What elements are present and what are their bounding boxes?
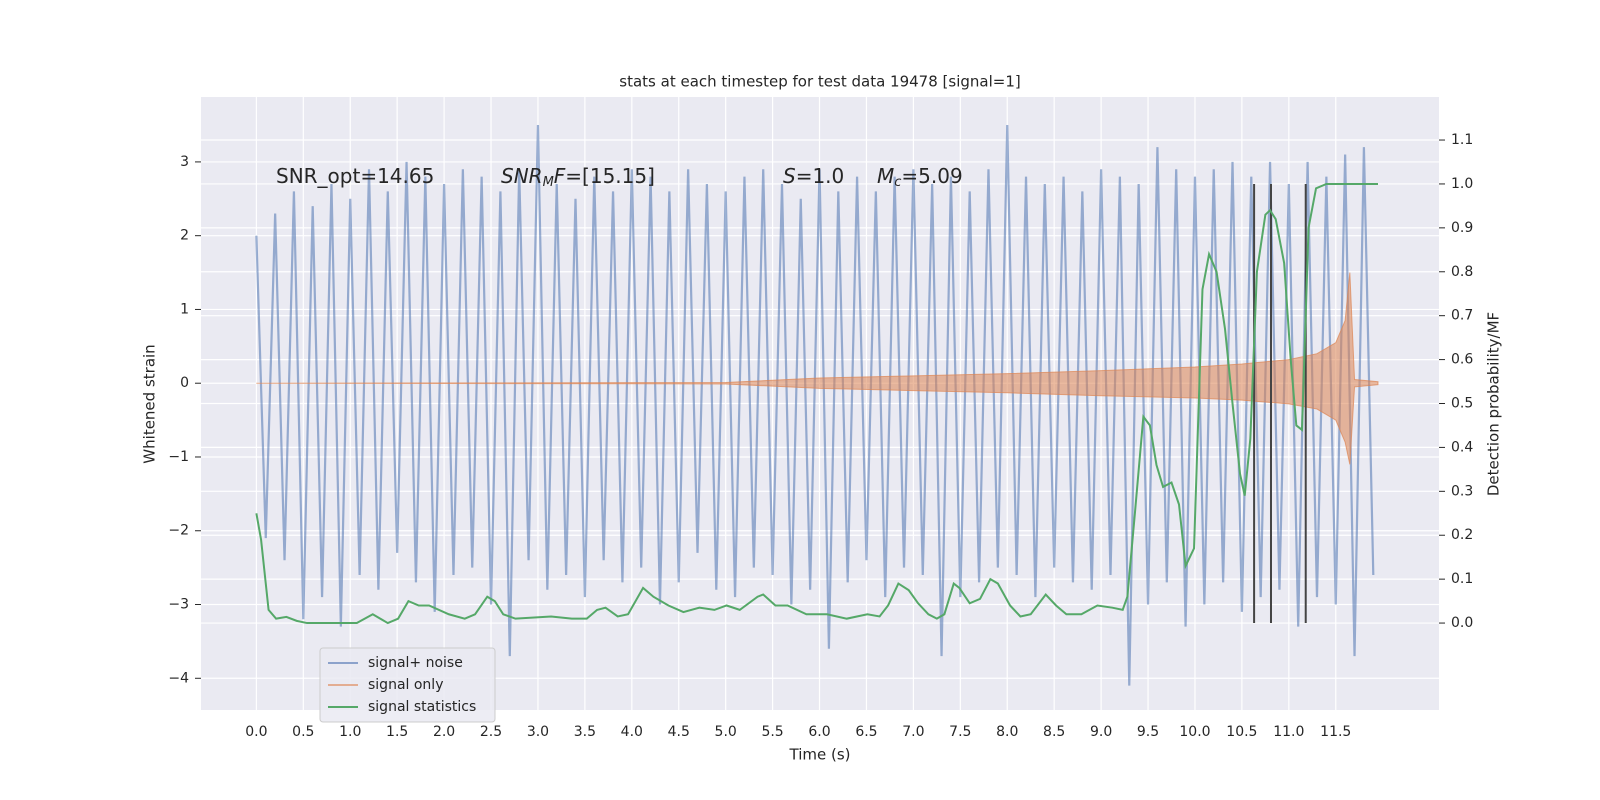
x-tick-label: 9.5: [1137, 724, 1159, 740]
legend-label: signal+ noise: [368, 655, 463, 671]
x-tick-label: 6.5: [855, 724, 877, 740]
legend-box: [319, 647, 496, 723]
y2-tick-label: 1.1: [1451, 132, 1473, 148]
x-tick-label: 10.0: [1179, 724, 1210, 740]
y2-axis-label: Detection probability/MF: [1485, 312, 1503, 496]
x-tick-label: 2.5: [480, 724, 502, 740]
annotation: S=1.0: [783, 164, 844, 188]
annotation-part: M: [877, 164, 894, 188]
x-tick-label: 11.5: [1320, 724, 1351, 740]
x-tick-label: 2.0: [433, 724, 455, 740]
y2-tick-label: 0.0: [1451, 615, 1473, 631]
y2-tick-label: 0.5: [1451, 396, 1473, 412]
annotation-part: SNR: [501, 164, 543, 188]
y2-tick-label: 1.0: [1451, 176, 1473, 192]
x-tick-label: 3.0: [527, 724, 549, 740]
x-tick-label: 5.5: [761, 724, 783, 740]
x-tick-label: 11.0: [1273, 724, 1304, 740]
chart-title: stats at each timestep for test data 194…: [619, 73, 1020, 91]
x-tick-label: 3.5: [574, 724, 596, 740]
x-tick-label: 1.0: [339, 724, 361, 740]
stat-line: [255, 182, 1378, 625]
x-tick-label: 0.0: [245, 724, 267, 740]
x-tick-label: 9.0: [1090, 724, 1112, 740]
y2-tick-label: 0.2: [1451, 527, 1473, 543]
y-tick-label: −2: [168, 523, 189, 539]
annotation-part: =1.0: [796, 164, 845, 188]
x-tick-label: 10.5: [1226, 724, 1257, 740]
signal-band: [256, 272, 1379, 465]
x-tick-label: 1.5: [386, 724, 408, 740]
y-tick-label: 2: [180, 228, 189, 244]
x-tick-label: 5.0: [715, 724, 737, 740]
annotation: SNR_opt=14.65: [276, 164, 434, 188]
annotation-part: c: [894, 175, 901, 190]
annotation-part: S: [783, 164, 796, 188]
annotation-part: =5.09: [901, 164, 962, 188]
y2-tick-label: 0.6: [1451, 352, 1473, 368]
x-tick-label: 8.5: [1043, 724, 1065, 740]
x-tick-label: 7.0: [902, 724, 924, 740]
y2-tick-label: 0.9: [1451, 220, 1473, 236]
annotation-part: =[15.15]: [565, 164, 655, 188]
y-tick-label: −1: [168, 449, 189, 465]
annotation: SNRMF=[15.15]: [501, 164, 655, 190]
annotation-part: M: [543, 175, 554, 190]
y-tick-label: 3: [180, 154, 189, 170]
x-tick-label: 7.5: [949, 724, 971, 740]
x-tick-label: 4.0: [621, 724, 643, 740]
y-tick-label: −3: [168, 597, 189, 613]
x-tick-label: 4.5: [668, 724, 690, 740]
annotation-part: SNR_opt=14.65: [276, 164, 434, 188]
x-tick-label: 6.0: [808, 724, 830, 740]
y2-tick-label: 0.8: [1451, 264, 1473, 280]
annotation: Mc=5.09: [877, 164, 963, 190]
y2-tick-label: 0.1: [1451, 571, 1473, 587]
x-axis-label: Time (s): [789, 746, 851, 764]
y-tick-label: 0: [180, 375, 189, 391]
legend-label: signal only: [368, 677, 443, 693]
y-tick-label: 1: [180, 301, 189, 317]
y2-tick-label: 0.3: [1451, 483, 1473, 499]
y-axis-label: Whitened strain: [141, 344, 159, 463]
y2-tick-label: 0.7: [1451, 308, 1473, 324]
y2-tick-label: 0.4: [1451, 439, 1473, 455]
x-tick-label: 8.0: [996, 724, 1018, 740]
y-tick-label: −4: [168, 670, 189, 686]
annotation-part: F: [554, 164, 566, 188]
legend-label: signal statistics: [368, 699, 476, 715]
x-tick-label: 0.5: [292, 724, 314, 740]
